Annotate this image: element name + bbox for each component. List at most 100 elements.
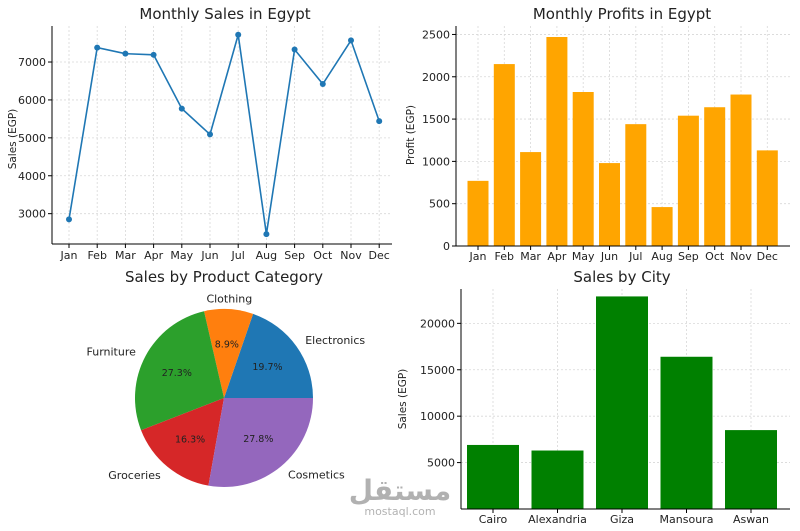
x-tick-label: Jul [628, 250, 642, 263]
sales-by-city-bar-chart: 5000 10000 15000 20000 Cairo Alexandria Giza Ma… [420, 289, 790, 526]
sales-point [263, 231, 270, 238]
city-bar [725, 430, 777, 509]
profit-bar [546, 37, 568, 246]
x-tick-label: Feb [87, 249, 106, 262]
y-axis-label-city-sales: Sales (EGP) [397, 369, 409, 430]
profit-bar [493, 64, 515, 246]
pie-category-label: Furniture [87, 345, 137, 358]
y-tick-label: 2000 [422, 71, 450, 84]
pie-slice-furniture [135, 311, 224, 431]
sales-point [122, 50, 129, 57]
x-tick-label: Apr [144, 249, 164, 262]
chart-title-monthly-profits: Monthly Profits in Egypt [533, 5, 711, 23]
pie-slice-electronics [224, 313, 313, 398]
x-tick-label: Oct [705, 250, 725, 263]
sales-point [178, 105, 185, 112]
x-tick-label: Apr [547, 250, 567, 263]
profit-bar [599, 163, 620, 246]
pie-slice-clothing [204, 309, 254, 398]
profit-bar [467, 180, 489, 246]
pie-pct-label: 27.3% [162, 368, 192, 379]
profit-bar [625, 124, 647, 246]
city-bar [531, 450, 584, 509]
pie-category-label: Groceries [108, 469, 161, 482]
pie-slice-groceries [141, 398, 224, 486]
x-tick-label: Sep [678, 250, 699, 263]
sales-point [207, 131, 213, 138]
monthly-profits-bar-chart: 0 500 1000 1500 2000 2500 Jan Feb Mar Apr May Jun Ju… [422, 26, 790, 263]
profit-bar [756, 150, 778, 246]
sales-point [235, 31, 242, 38]
sales-point [348, 37, 354, 44]
sales-series-line [68, 34, 380, 235]
x-tick-label: Aug [256, 249, 277, 262]
y-tick-label: 6000 [18, 94, 46, 107]
y-tick-label: 15000 [420, 364, 455, 377]
y-tick-label: 500 [429, 198, 450, 211]
monthly-sales-line-chart: 3000 4000 5000 6000 7000 Jan Feb Mar Apr May Jun Ju… [18, 26, 392, 262]
y-tick-label: 3000 [18, 208, 46, 221]
pie-pct-label: 16.3% [175, 434, 205, 445]
chart-title-product-category: Sales by Product Category [125, 268, 323, 286]
pie-category-label: Electronics [305, 334, 365, 347]
y-tick-label: 2500 [422, 28, 450, 41]
x-tick-label: May [170, 249, 193, 262]
watermark-latin: mostaql.com [364, 505, 435, 518]
x-tick-label: Jan [469, 250, 487, 263]
y-tick-label: 1500 [422, 113, 450, 126]
city-bar [596, 296, 648, 509]
profit-bar [572, 92, 594, 246]
sales-point [291, 46, 298, 53]
x-tick-label: Jan [60, 249, 78, 262]
pie-category-label: Clothing [206, 292, 252, 305]
x-tick-label: Dec [369, 249, 390, 262]
pie-pct-label: 8.9% [215, 340, 239, 351]
chart-title-sales-by-city: Sales by City [573, 268, 670, 286]
pie-slice-cosmetics [208, 398, 313, 487]
x-tick-label: Jun [600, 250, 618, 263]
y-tick-label: 0 [443, 240, 450, 253]
y-tick-label: 1000 [422, 155, 450, 168]
x-tick-label: Alexandria [528, 513, 587, 526]
x-tick-label: Mar [520, 250, 541, 263]
y-tick-label: 4000 [18, 170, 46, 183]
mostaql-watermark: مستقل mostaql.com [349, 474, 451, 518]
profit-bar [651, 207, 673, 246]
watermark-arabic: مستقل [349, 474, 451, 507]
city-bar [660, 356, 713, 509]
x-tick-label: Nov [340, 249, 362, 262]
x-tick-label: Giza [610, 513, 634, 526]
pie-category-label: Cosmetics [288, 468, 345, 481]
x-tick-label: Nov [730, 250, 752, 263]
x-tick-label: Dec [757, 250, 778, 263]
sales-point [94, 44, 101, 51]
y-tick-label: 20000 [420, 317, 455, 330]
y-tick-label: 5000 [18, 132, 46, 145]
city-bar [467, 444, 519, 509]
sales-point [66, 216, 72, 223]
x-tick-label: Jun [200, 249, 218, 262]
sales-point [319, 81, 326, 88]
pie-pct-label: 27.8% [243, 434, 273, 445]
x-tick-label: Aswan [733, 513, 769, 526]
product-category-pie-chart: 19.7% Electronics 8.9% Clothing 27.3% Furnitu… [87, 292, 365, 487]
sales-point [150, 51, 157, 58]
chart-title-monthly-sales: Monthly Sales in Egypt [139, 5, 310, 23]
profit-bar [677, 115, 699, 246]
x-tick-label: Cairo [479, 513, 508, 526]
profit-bar [704, 107, 726, 246]
y-axis-label-sales: Sales (EGP) [7, 109, 19, 170]
x-tick-label: Mar [115, 249, 136, 262]
pie-pct-label: 19.7% [252, 362, 282, 373]
x-tick-label: Oct [313, 249, 333, 262]
x-tick-label: Aug [651, 250, 672, 263]
y-tick-label: 5000 [427, 457, 455, 470]
x-tick-label: Mansoura [660, 513, 714, 526]
y-tick-label: 7000 [18, 56, 46, 69]
sales-point [376, 118, 383, 125]
x-tick-label: May [572, 250, 595, 263]
x-tick-label: Sep [284, 249, 305, 262]
profit-bar [730, 94, 752, 247]
x-tick-label: Feb [495, 250, 514, 263]
